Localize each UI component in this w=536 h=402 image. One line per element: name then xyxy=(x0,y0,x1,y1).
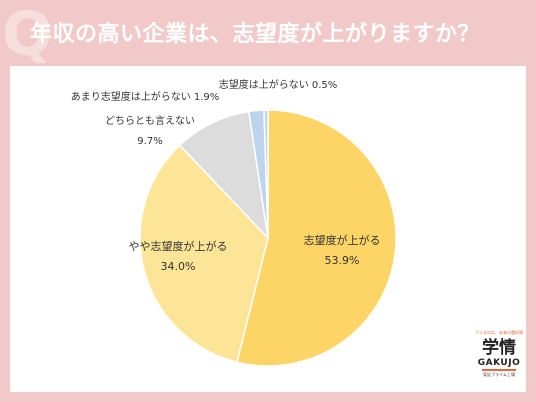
slice-label-1: 志望度が上がる 53.9% xyxy=(304,233,381,267)
logo-tagline: つくるのは、未来の選択肢 xyxy=(475,330,523,335)
slice-label-text: あまり志望度は上がらない 1.9% xyxy=(71,90,220,103)
pie-slice-5 xyxy=(263,109,269,239)
q-mark: Q xyxy=(2,0,54,69)
slice-label-2: やや志望度が上がる 34.0% xyxy=(129,239,228,273)
slice-label-value: 9.7% xyxy=(137,136,162,147)
slice-label-text: 志望度は上がらない 0.5% xyxy=(219,78,338,91)
slice-label-name: 志望度が上がる xyxy=(304,233,381,247)
chart-panel: 志望度が上がる 53.9% やや志望度が上がる 34.0% どちらとも言えない 9.7% あ… xyxy=(10,66,526,392)
pie-chart: 志望度が上がる 53.9% やや志望度が上がる 34.0% どちらとも言えない 9.7% あ… xyxy=(71,78,397,367)
slice-label-3: どちらとも言えない 9.7% xyxy=(105,114,195,147)
slice-label-value: 53.9% xyxy=(325,254,360,267)
slice-label-value: 34.0% xyxy=(161,260,196,273)
pie-slice-3 xyxy=(178,110,270,241)
pie-slice-2 xyxy=(139,144,269,364)
logo-english-text: GAKUJO xyxy=(477,358,521,368)
pie-slice-1 xyxy=(236,109,397,367)
slice-label-name: やや志望度が上がる xyxy=(129,239,228,253)
slice-label-5: 志望度は上がらない 0.5% xyxy=(219,78,338,91)
logo-main-text: 学情 xyxy=(482,338,516,358)
slice-label-4: あまり志望度は上がらない 1.9% xyxy=(71,90,220,103)
gakujo-logo: つくるのは、未来の選択肢 学情 GAKUJO 東証プライム上場 xyxy=(472,328,526,392)
logo-subtext: 東証プライム上場 xyxy=(483,372,515,377)
logo-underline xyxy=(482,369,516,371)
page-title: 年収の高い企業は、志望度が上がりますか？ xyxy=(30,22,481,47)
slice-label-name: どちらとも言えない xyxy=(105,114,195,127)
